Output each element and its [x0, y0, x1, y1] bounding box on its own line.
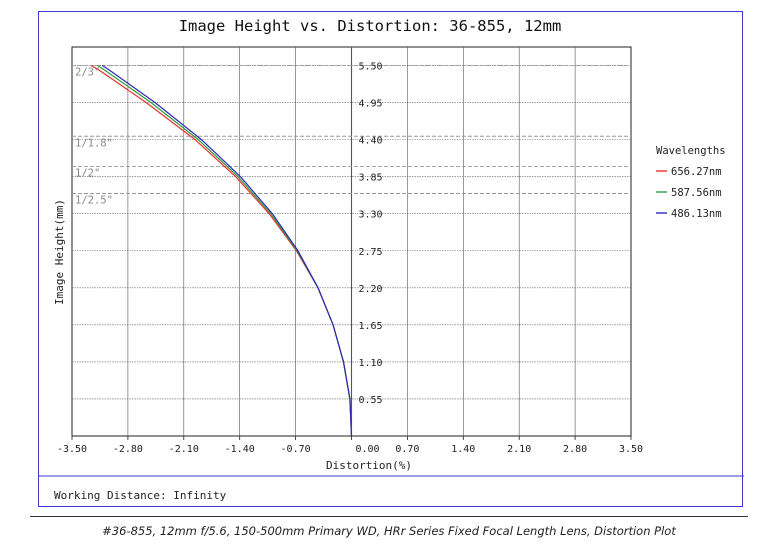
legend-entry: 587.56nm: [671, 187, 722, 199]
y-tick-label: 5.50: [359, 62, 383, 73]
x-tick-label: 0.70: [395, 444, 419, 455]
y-tick-label: 2.20: [359, 284, 383, 295]
y-tick-label: 3.85: [359, 173, 383, 184]
y-tick-label: 2.75: [359, 247, 383, 258]
sensor-label: 1/2.5": [75, 195, 113, 207]
distortion-chart: Image Height vs. Distortion: 36-855, 12m…: [39, 17, 744, 502]
caption-rule: [30, 516, 748, 517]
y-tick-label: 3.30: [359, 210, 383, 221]
x-tick-label: 2.80: [563, 444, 587, 455]
x-tick-label: 0.00: [356, 444, 380, 455]
sensor-label: 1/1.8": [75, 137, 113, 149]
x-tick-label: -1.40: [225, 444, 255, 455]
x-tick-label: 1.40: [451, 444, 475, 455]
plot-frame: Image Height vs. Distortion: 36-855, 12m…: [38, 11, 744, 507]
x-tick-label: -2.10: [169, 444, 199, 455]
figure-caption: #36-855, 12mm f/5.6, 150-500mm Primary W…: [102, 524, 676, 538]
working-distance-label: Working Distance: Infinity: [54, 489, 227, 502]
series-line: [101, 64, 353, 437]
sensor-label: 2/3": [75, 67, 100, 79]
sensor-label: 1/2": [75, 168, 100, 180]
x-tick-label: -3.50: [57, 444, 87, 455]
legend-title: Wavelengths: [656, 145, 726, 157]
y-axis-label: Image Height(mm): [53, 199, 66, 305]
x-tick-label: 2.10: [507, 444, 531, 455]
x-tick-label: -0.70: [281, 444, 311, 455]
x-tick-label: -2.80: [113, 444, 143, 455]
x-tick-label: 3.50: [619, 444, 643, 455]
y-tick-label: 4.95: [359, 99, 383, 110]
y-tick-label: 4.40: [359, 136, 383, 147]
y-tick-label: 1.65: [359, 321, 383, 332]
legend-entry: 656.27nm: [671, 166, 722, 178]
legend: Wavelengths 656.27nm 587.56nm 486.13nm: [656, 145, 726, 220]
legend-entry: 486.13nm: [671, 208, 722, 220]
x-axis-label: Distortion(%): [326, 459, 412, 472]
y-tick-label: 0.55: [359, 395, 383, 406]
chart-title: Image Height vs. Distortion: 36-855, 12m…: [179, 17, 562, 35]
y-tick-label: 1.10: [359, 358, 383, 369]
